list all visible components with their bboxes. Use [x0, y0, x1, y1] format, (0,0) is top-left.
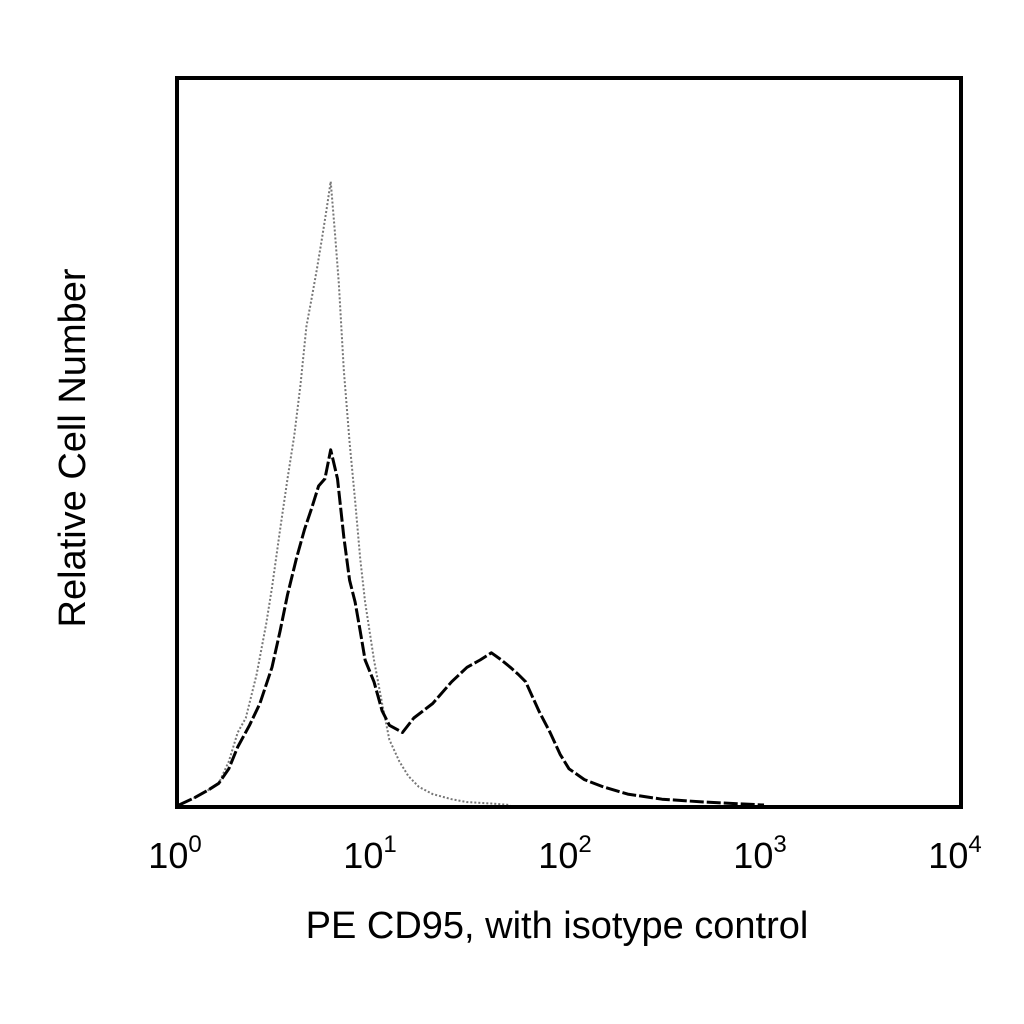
x-tick-labels: 100 101 102 103 104: [148, 831, 981, 876]
x-tick-base: 10: [928, 835, 968, 876]
x-tick-label: 100: [148, 831, 201, 876]
x-tick-exponent: 2: [578, 831, 591, 858]
series-layer: [178, 180, 765, 807]
x-tick-exponent: 1: [383, 831, 396, 858]
y-axis-title: Relative Cell Number: [52, 268, 94, 627]
x-tick-base: 10: [538, 835, 578, 876]
x-tick-base: 10: [343, 835, 383, 876]
cd95-histogram: [178, 448, 765, 807]
x-axis-title: PE CD95, with isotype control: [306, 905, 809, 947]
x-tick-label: 104: [928, 831, 981, 876]
x-tick-base: 10: [148, 835, 188, 876]
x-tick-exponent: 4: [968, 831, 981, 858]
x-tick-label: 101: [343, 831, 396, 876]
x-tick-exponent: 0: [188, 831, 201, 858]
x-tick-exponent: 3: [773, 831, 786, 858]
plot-frame: [175, 76, 963, 809]
x-tick-base: 10: [733, 835, 773, 876]
x-tick-label: 103: [733, 831, 786, 876]
x-tick-label: 102: [538, 831, 591, 876]
isotype-control-histogram: [178, 180, 511, 806]
